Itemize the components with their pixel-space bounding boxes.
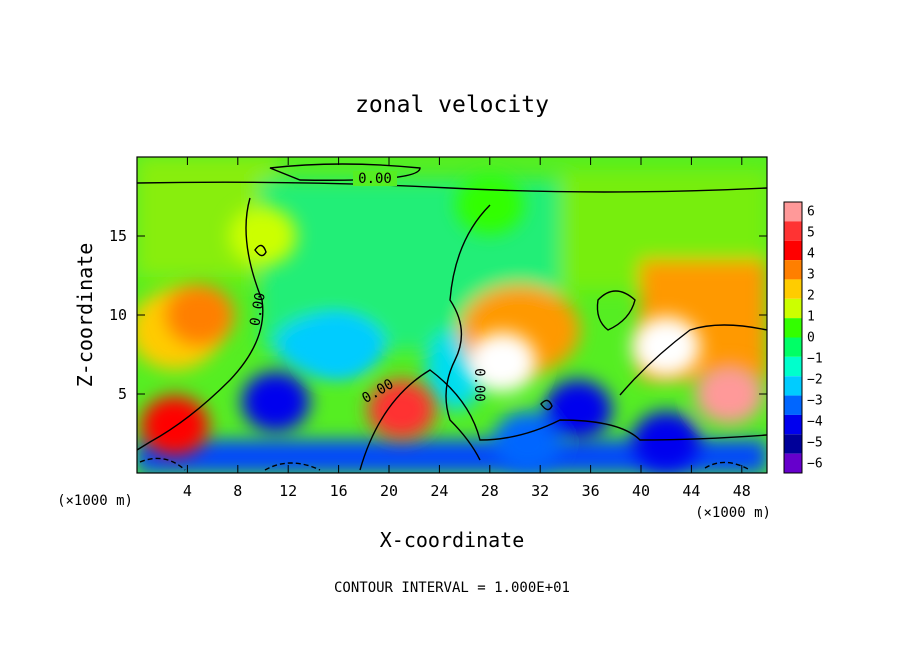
colorbar-label: 0	[807, 331, 815, 346]
colorbar-swatch	[784, 395, 802, 415]
colorbar-label: −1	[807, 351, 823, 366]
colorbar-swatch	[784, 337, 802, 357]
x-axis: 4 8 12 16 20 24 28 32 36 40 44 48	[183, 157, 751, 500]
x-tick-label: 44	[682, 482, 700, 500]
colorbar-swatch	[784, 279, 802, 299]
contour-label-mid: 0.00	[471, 368, 487, 402]
colorbar-swatch	[784, 453, 802, 473]
velocity-feature	[632, 411, 701, 472]
colorbar-label: 3	[807, 268, 815, 283]
contour-dashed-left	[139, 457, 186, 471]
velocity-feature	[455, 174, 524, 235]
colorbar-swatch	[784, 202, 802, 222]
contour-label-left: 0.00	[247, 291, 269, 327]
colorbar-swatch	[784, 298, 802, 319]
plot-area: 0.00 0.00 0.00 0.00	[137, 157, 767, 473]
x-tick-label: 4	[183, 482, 192, 500]
contour-dashed-right	[704, 461, 751, 471]
velocity-feature	[632, 316, 701, 377]
colorbar-label: 6	[807, 205, 815, 220]
y-tick-label: 15	[109, 227, 127, 245]
x-tick-label: 12	[279, 482, 297, 500]
x-tick-label: 48	[733, 482, 751, 500]
colorbar-label: −5	[807, 435, 823, 450]
chart-title: zonal velocity	[355, 92, 549, 118]
velocity-feature	[166, 285, 234, 345]
colorbar-label: −6	[807, 456, 823, 471]
colorbar-label: −3	[807, 393, 823, 408]
x-tick-label: 16	[330, 482, 348, 500]
y-tick-label: 10	[109, 306, 127, 324]
colorbar-label: 5	[807, 226, 815, 241]
x-unit-left: (×1000 m)	[57, 493, 133, 509]
colorbar-swatch	[784, 376, 802, 396]
colorbar-label: 1	[807, 310, 815, 325]
contour-dashed-center	[264, 462, 321, 471]
velocity-feature	[304, 316, 373, 377]
colorbar-label: 4	[807, 247, 815, 262]
contour-lines	[137, 163, 767, 471]
x-tick-label: 40	[632, 482, 650, 500]
contour-zero-center	[445, 204, 491, 461]
contour-zero-left	[137, 197, 264, 451]
contour-interval: CONTOUR INTERVAL = 1.000E+01	[334, 580, 570, 596]
colorbar-label: 2	[807, 289, 815, 304]
contour-zero-loop-a	[254, 244, 267, 257]
colorbar: 6 5 4 3 2 1 0 −1 −2 −3 −4 −5 −6	[783, 201, 823, 474]
x-tick-label: 28	[481, 482, 499, 500]
colorbar-swatch	[784, 434, 802, 454]
velocity-feature	[229, 206, 297, 266]
velocity-feature	[695, 364, 764, 424]
y-axis: 5 10 15	[109, 227, 767, 403]
x-tick-label: 8	[233, 482, 242, 500]
contour-zero-lower	[359, 369, 767, 471]
x-unit-right: (×1000 m)	[695, 505, 771, 521]
colorbar-swatch	[784, 414, 802, 435]
colorbar-swatch	[784, 318, 802, 338]
contour-label-top: 0.00	[358, 171, 392, 187]
x-axis-label: X-coordinate	[380, 528, 525, 552]
colorbar-swatch	[784, 356, 802, 377]
colorbar-label: −2	[807, 372, 823, 387]
velocity-feature	[367, 379, 436, 440]
velocity-feature	[241, 371, 310, 432]
y-axis-label: Z-coordinate	[73, 243, 97, 388]
contour-zero-island	[596, 290, 636, 331]
x-tick-label: 24	[430, 482, 448, 500]
velocity-feature	[468, 332, 537, 393]
colorbar-swatch	[784, 221, 802, 241]
velocity-feature	[544, 379, 612, 440]
contour-zero-loop-b	[540, 399, 553, 411]
x-tick-label: 32	[531, 482, 549, 500]
x-tick-label: 20	[380, 482, 398, 500]
y-tick-label: 5	[118, 385, 127, 403]
velocity-feature	[140, 395, 209, 456]
velocity-cells	[140, 174, 764, 472]
colorbar-frame	[783, 201, 803, 474]
colorbar-swatch	[784, 260, 802, 280]
x-tick-label: 36	[582, 482, 600, 500]
contour-zero-top	[137, 181, 767, 193]
contour-zero-cap	[269, 163, 421, 181]
colorbar-label: −4	[807, 414, 823, 429]
colorbar-swatch	[784, 240, 802, 261]
contour-label-bg-top	[353, 171, 397, 186]
contour-zero-right	[619, 324, 767, 396]
